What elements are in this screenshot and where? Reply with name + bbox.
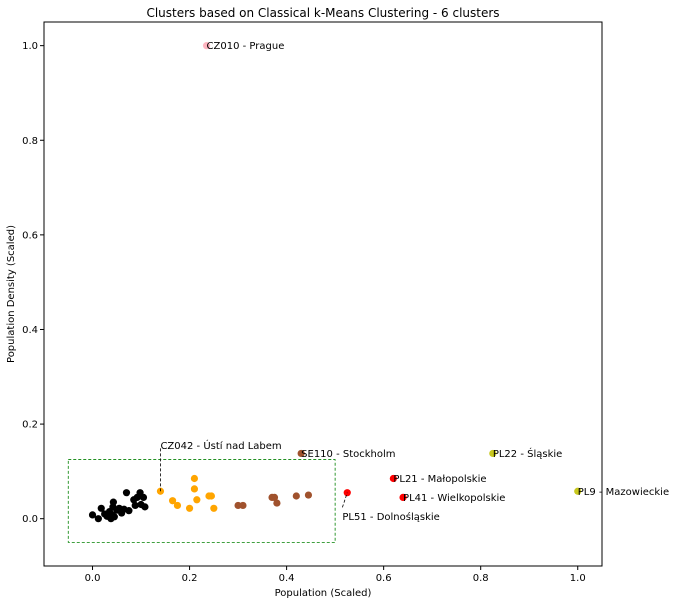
data-point — [574, 487, 582, 495]
data-point — [110, 513, 118, 521]
x-tick-label: 0.6 — [376, 573, 392, 584]
y-tick-label: 0.0 — [22, 514, 38, 525]
x-axis-ticks: 0.0 0.2 0.4 0.6 0.8 1.0 — [85, 566, 586, 584]
annotation-label: PL51 - Dolnośląskie — [342, 511, 439, 523]
data-point — [139, 493, 148, 502]
annotation-label: CZ010 - Prague — [207, 41, 285, 52]
data-point — [270, 493, 279, 502]
y-tick-label: 0.4 — [22, 325, 38, 336]
annotation-label: PL41 - Wielkopolskie — [403, 493, 505, 504]
data-point — [109, 498, 117, 506]
chart-title: Clusters based on Classical k-Means Clus… — [146, 6, 499, 20]
y-tick-label: 1.0 — [22, 41, 38, 52]
data-point — [304, 491, 313, 499]
data-point — [190, 474, 199, 483]
data-point — [122, 489, 131, 497]
plot-area — [43, 21, 603, 567]
y-tick-label: 0.6 — [22, 230, 38, 241]
data-point — [131, 501, 139, 510]
inset-rectangle — [67, 459, 336, 543]
data-point — [94, 515, 102, 523]
annotation-leader — [342, 492, 348, 508]
data-point — [489, 449, 497, 458]
x-tick-label: 0.8 — [473, 573, 489, 584]
data-point — [168, 497, 177, 505]
data-point — [202, 42, 211, 50]
data-point — [185, 504, 194, 512]
annotation-label: PL9 - Mazowieckie — [578, 487, 669, 498]
data-point — [190, 485, 199, 493]
x-tick-label: 0.2 — [182, 573, 198, 584]
y-tick-label: 0.8 — [22, 136, 38, 147]
data-point — [297, 449, 305, 458]
data-point — [273, 499, 281, 507]
data-point — [193, 496, 201, 504]
data-point — [389, 474, 397, 483]
y-axis-label: Population Density (Scaled) — [6, 225, 17, 363]
data-point — [173, 501, 182, 510]
data-point — [210, 504, 218, 512]
data-point — [125, 507, 133, 515]
annotation-label: SE110 - Stockholm — [301, 449, 395, 460]
data-point — [207, 492, 215, 500]
x-tick-label: 1.0 — [570, 573, 586, 584]
x-axis-label: Population (Scaled) — [275, 588, 372, 599]
data-point — [239, 501, 247, 510]
y-axis-ticks: 0.0 0.2 0.4 0.6 0.8 1.0 — [22, 41, 44, 525]
x-tick-label: 0.0 — [85, 573, 101, 584]
annotation-label: PL21 - Małopolskie — [393, 474, 486, 485]
data-point — [292, 492, 300, 500]
data-point — [88, 511, 97, 519]
annotation-label: PL22 - Śląskie — [493, 447, 562, 460]
y-tick-label: 0.2 — [22, 420, 38, 431]
data-point — [97, 504, 105, 512]
annotation-label: CZ042 - Ústí nad Labem — [160, 439, 281, 452]
x-tick-label: 0.4 — [279, 573, 295, 584]
plot-frame — [43, 21, 603, 567]
data-points — [88, 42, 582, 523]
data-point — [399, 493, 407, 502]
annotations: CZ010 - Prague CZ042 - Ústí nad Labem SE11… — [160, 41, 669, 523]
inset-box — [67, 459, 336, 543]
data-point — [141, 503, 149, 511]
